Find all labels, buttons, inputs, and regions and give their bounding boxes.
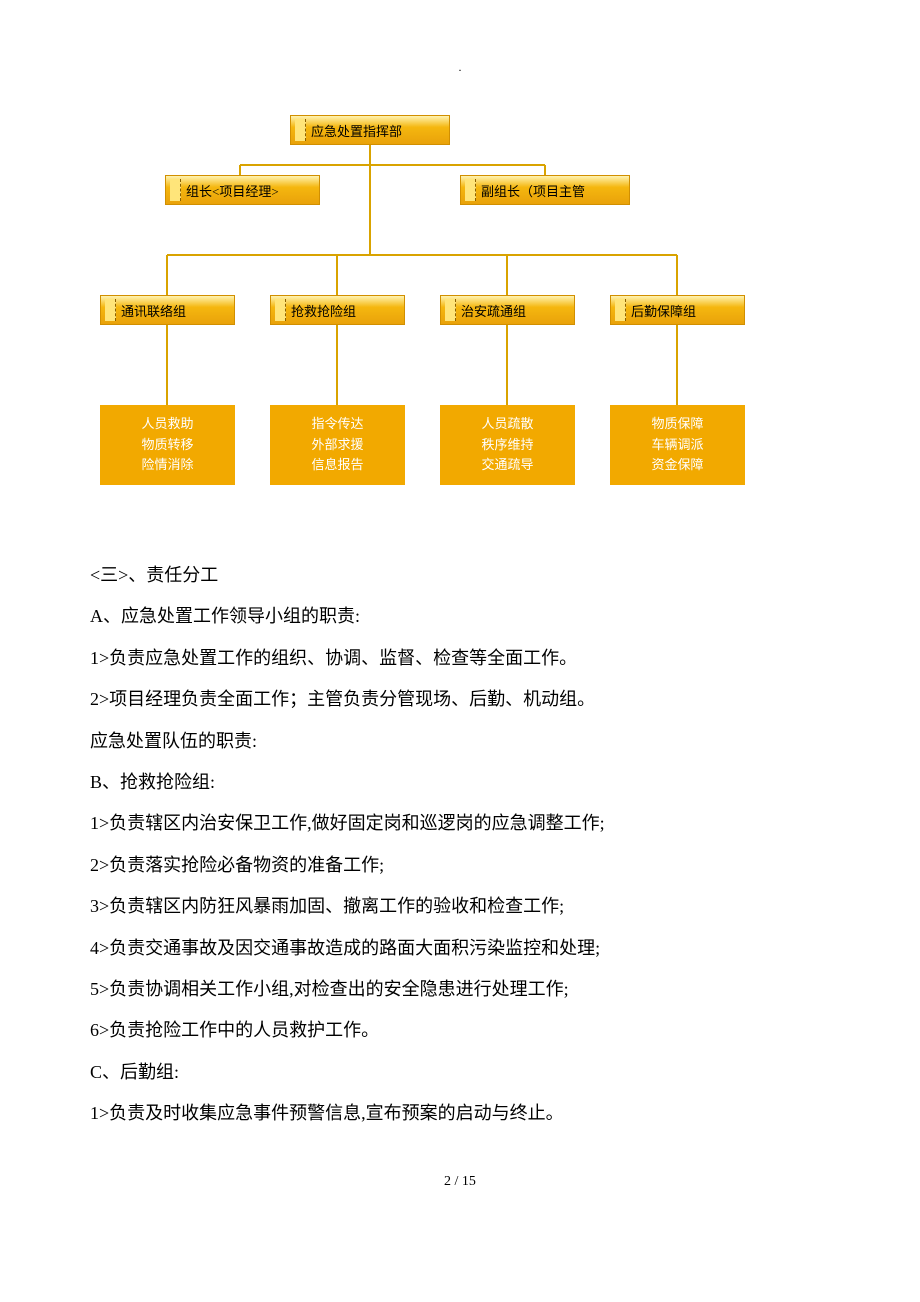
node-label: 抢救抢险组: [291, 301, 356, 320]
body-text: <三>、责任分工 A、应急处置工作领导小组的职责: 1>负责应急处置工作的组织、…: [90, 555, 830, 1134]
section-heading: <三>、责任分工: [90, 555, 830, 596]
node-leader: 组长<项目经理>: [165, 175, 320, 205]
org-chart: 应急处置指挥部 组长<项目经理> 副组长（项目主管 通讯联络组 抢救抢险组 治安…: [90, 115, 830, 495]
leaf-line: 物质转移: [141, 435, 193, 456]
paragraph: 应急处置队伍的职责:: [90, 721, 830, 762]
node-root: 应急处置指挥部: [290, 115, 450, 145]
paragraph: 1>负责辖区内治安保卫工作,做好固定岗和巡逻岗的应急调整工作;: [90, 803, 830, 844]
leaf-line: 车辆调派: [651, 435, 703, 456]
node-label: 应急处置指挥部: [311, 121, 402, 140]
leaf-line: 人员救助: [141, 414, 193, 435]
node-tasks-3: 人员疏散 秩序维持 交通疏导: [440, 405, 575, 485]
leaf-line: 险情消除: [141, 455, 193, 476]
leaf-line: 信息报告: [311, 455, 363, 476]
top-marker: .: [90, 60, 830, 75]
node-tasks-4: 物质保障 车辆调派 资金保障: [610, 405, 745, 485]
paragraph: 1>负责应急处置工作的组织、协调、监督、检查等全面工作。: [90, 638, 830, 679]
paragraph: C、后勤组:: [90, 1052, 830, 1093]
node-label: 通讯联络组: [121, 301, 186, 320]
paragraph: 3>负责辖区内防狂风暴雨加固、撤离工作的验收和检查工作;: [90, 886, 830, 927]
node-group-logistics: 后勤保障组: [610, 295, 745, 325]
leaf-line: 秩序维持: [481, 435, 533, 456]
node-label: 组长<项目经理>: [186, 181, 279, 200]
node-label: 治安疏通组: [461, 301, 526, 320]
node-tasks-2: 指令传达 外部求援 信息报告: [270, 405, 405, 485]
leaf-line: 外部求援: [311, 435, 363, 456]
leaf-line: 交通疏导: [481, 455, 533, 476]
leaf-line: 人员疏散: [481, 414, 533, 435]
leaf-line: 指令传达: [311, 414, 363, 435]
leaf-line: 物质保障: [651, 414, 703, 435]
paragraph: 5>负责协调相关工作小组,对检查出的安全隐患进行处理工作;: [90, 969, 830, 1010]
page-footer: 2 / 15: [90, 1174, 830, 1190]
node-group-security: 治安疏通组: [440, 295, 575, 325]
node-deputy: 副组长（项目主管: [460, 175, 630, 205]
node-label: 后勤保障组: [631, 301, 696, 320]
node-tasks-1: 人员救助 物质转移 险情消除: [100, 405, 235, 485]
node-group-comm: 通讯联络组: [100, 295, 235, 325]
paragraph: 2>项目经理负责全面工作；主管负责分管现场、后勤、机动组。: [90, 679, 830, 720]
node-label: 副组长（项目主管: [481, 181, 585, 200]
paragraph: 1>负责及时收集应急事件预警信息,宣布预案的启动与终止。: [90, 1093, 830, 1134]
paragraph: 4>负责交通事故及因交通事故造成的路面大面积污染监控和处理;: [90, 928, 830, 969]
node-group-rescue: 抢救抢险组: [270, 295, 405, 325]
document-page: . 应急处置指挥部 组长<项目经理> 副组长（项目主管 通讯联络组 抢救抢险组 …: [0, 0, 920, 1230]
paragraph: B、抢救抢险组:: [90, 762, 830, 803]
paragraph: A、应急处置工作领导小组的职责:: [90, 596, 830, 637]
leaf-line: 资金保障: [651, 455, 703, 476]
paragraph: 2>负责落实抢险必备物资的准备工作;: [90, 845, 830, 886]
paragraph: 6>负责抢险工作中的人员救护工作。: [90, 1010, 830, 1051]
